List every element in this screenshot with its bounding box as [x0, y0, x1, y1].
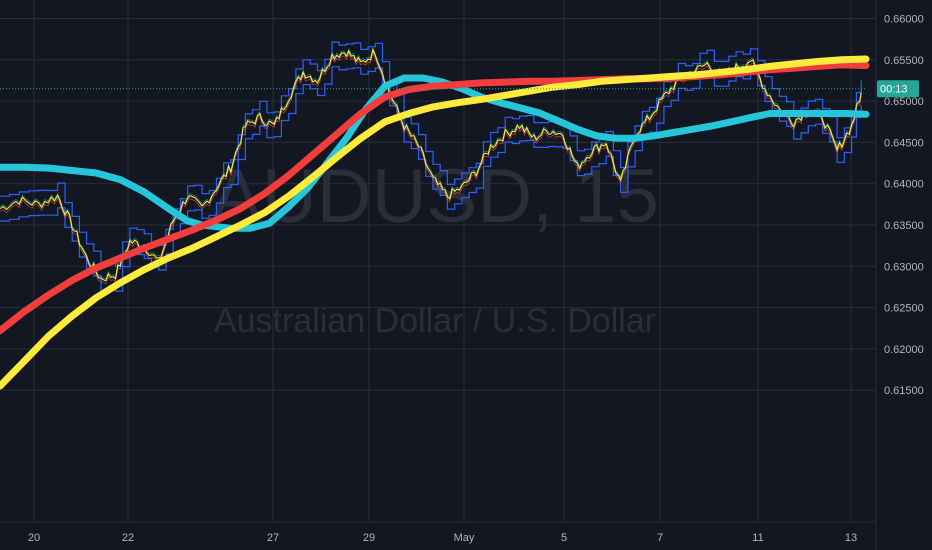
y-tick-label: 0.63500: [884, 220, 924, 232]
moving-averages: [0, 55, 870, 390]
x-tick-label: 22: [122, 532, 134, 544]
x-tick-label: 29: [363, 532, 375, 544]
y-tick-label: 0.61500: [884, 385, 924, 397]
x-tick-label: 5: [561, 532, 567, 544]
ma-line-yellow: [0, 55, 870, 390]
x-tick-label: 7: [657, 532, 663, 544]
description-watermark: Australian Dollar / U.S. Dollar: [214, 302, 656, 340]
y-tick-label: 0.62500: [884, 303, 924, 315]
x-tick-label: 20: [28, 532, 40, 544]
x-tick-label: 27: [267, 532, 279, 544]
time-axis[interactable]: 20 22 27 29 May 5 7 11 13: [28, 532, 857, 544]
price-axis[interactable]: 0.66000 0.65500 0.65000 0.64500 0.64000 0.635…: [884, 14, 924, 398]
y-tick-label: 0.65500: [884, 55, 924, 67]
current-price-tag-bg: [877, 80, 919, 98]
y-tick-label: 0.66000: [884, 14, 924, 26]
current-price-label: 00:13: [880, 84, 908, 96]
y-tick-label: 0.64000: [884, 179, 924, 191]
y-tick-label: 0.64500: [884, 137, 924, 149]
y-tick-label: 0.63000: [884, 261, 924, 273]
x-tick-label: 11: [752, 532, 763, 544]
watermarks: AUDUSD, 15 Australian Dollar / U.S. Doll…: [211, 154, 659, 340]
grid-lines: [0, 0, 876, 522]
y-tick-label: 0.62000: [884, 344, 924, 356]
x-tick-label: 13: [845, 532, 857, 544]
current-price-tag: 00:13: [877, 80, 919, 98]
x-tick-label: May: [454, 532, 475, 544]
channel-lower: [0, 66, 862, 292]
y-tick-label: 0.65000: [884, 96, 924, 108]
